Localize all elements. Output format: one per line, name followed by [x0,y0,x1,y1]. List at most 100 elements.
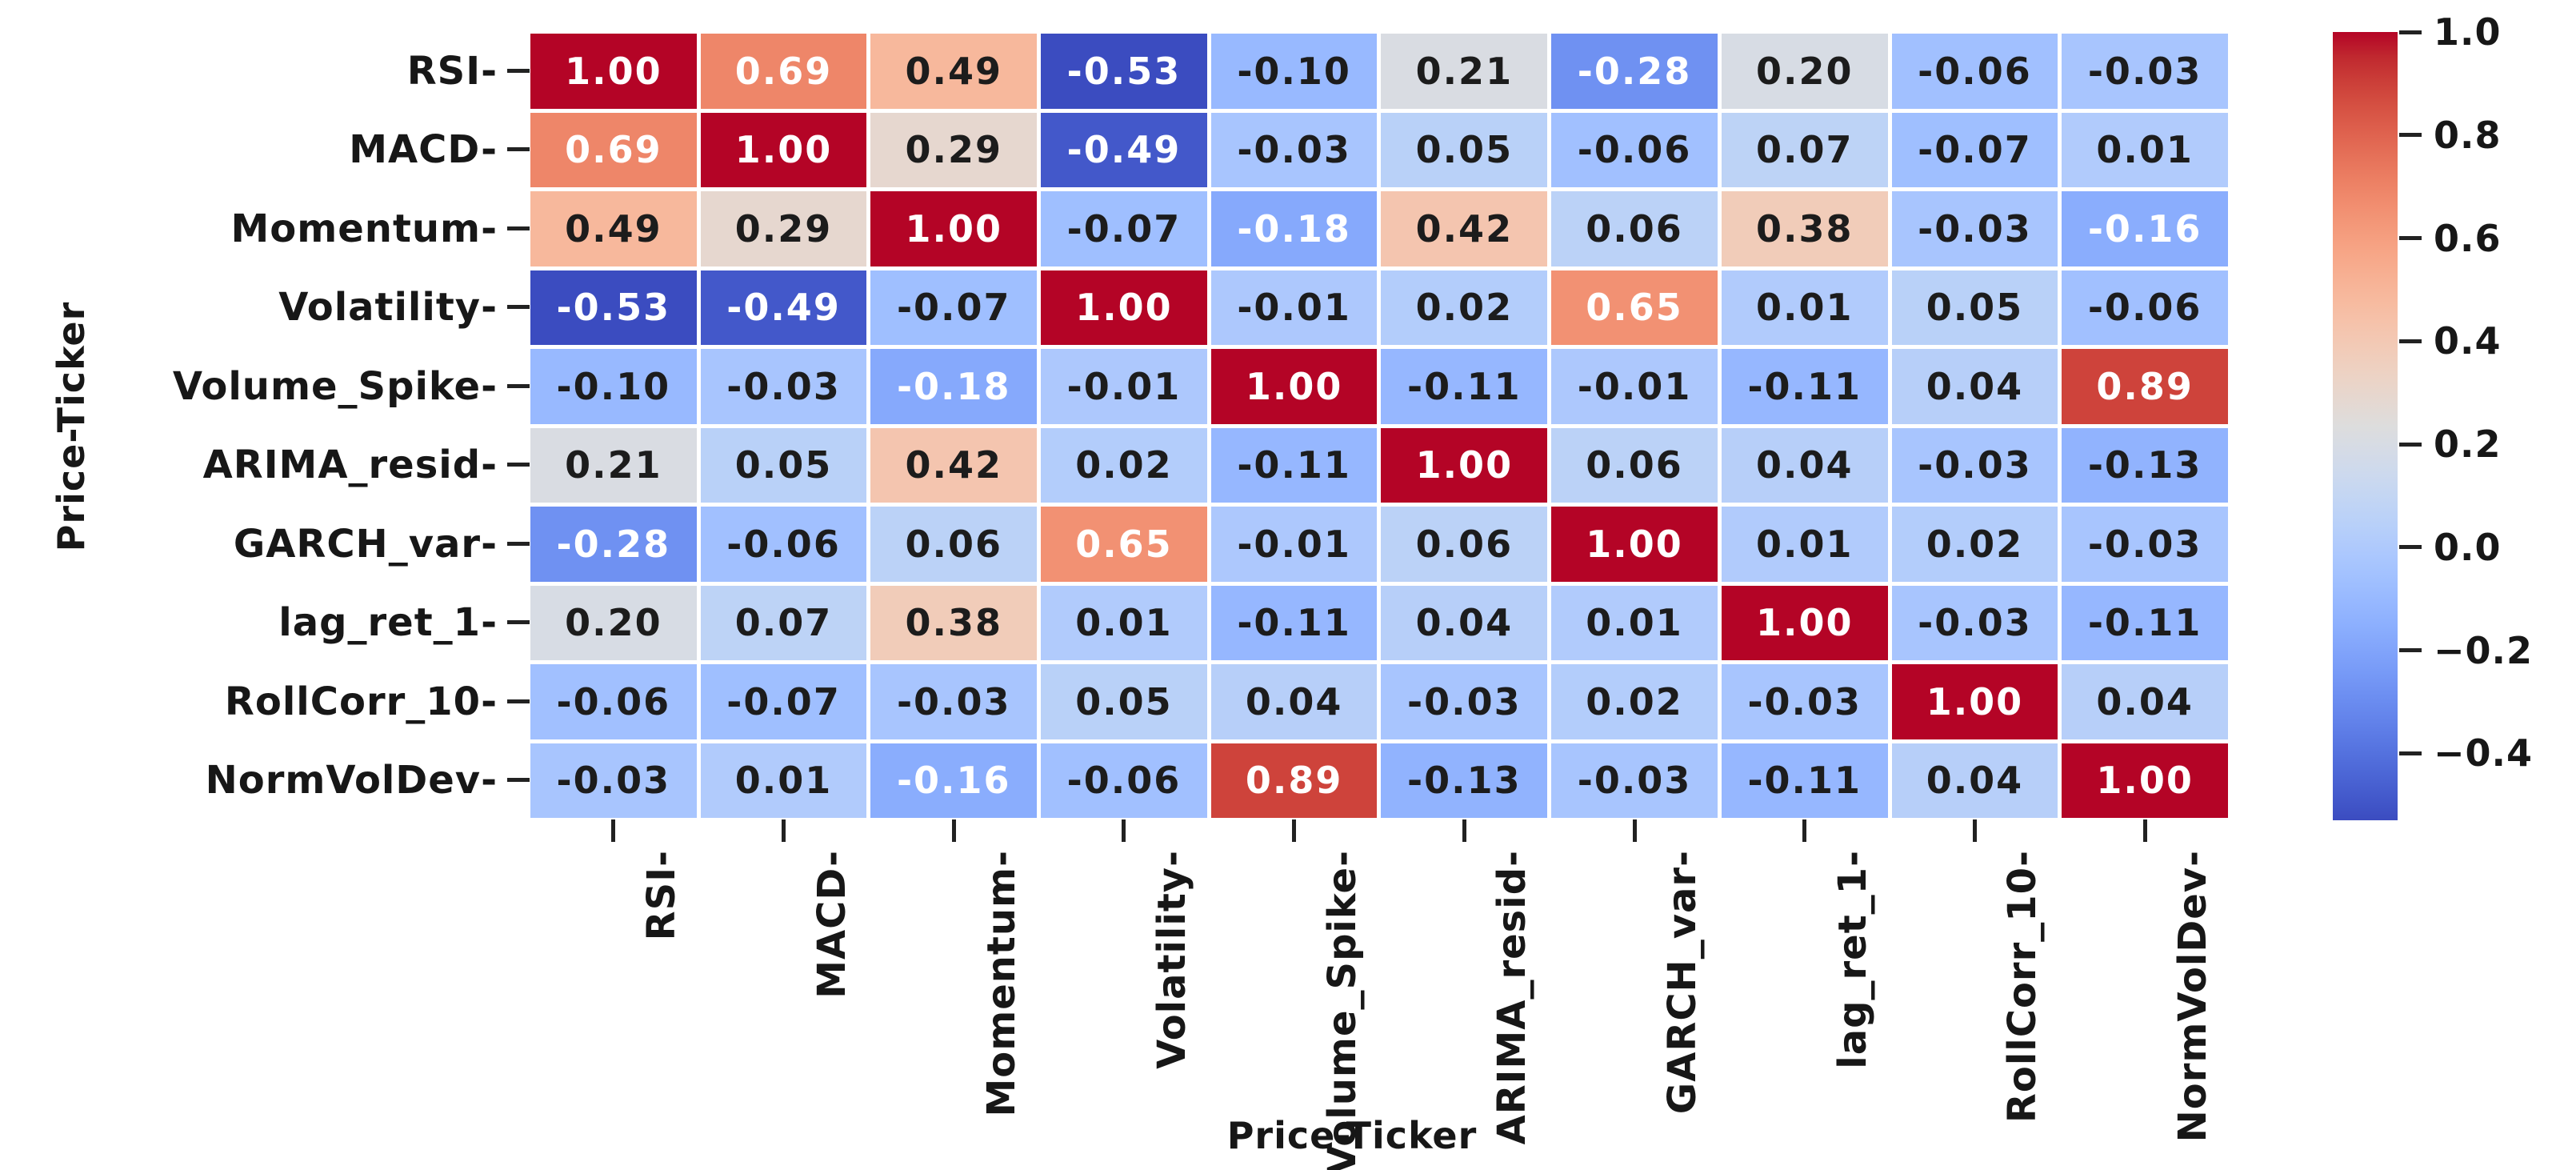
heatmap-cell: 1.00 [870,191,1038,266]
heatmap-cell: -0.03 [1891,427,2058,503]
heatmap-cell: -0.06 [530,664,697,739]
heatmap-cell: 1.00 [700,112,867,187]
heatmap-cell: 0.38 [870,585,1038,660]
heatmap-cell: -0.53 [1041,34,1207,109]
heatmap-cell: 0.21 [1381,34,1548,109]
x-tick-label: RollCorr_10- [2000,850,2046,1124]
y-tick-label: GARCH_var- [233,521,498,567]
x-tick-label: Volatility- [1149,850,1194,1069]
y-tick-mark [507,778,530,783]
heatmap-cell: 0.04 [1381,585,1548,660]
colorbar-tick-mark [2399,545,2422,550]
heatmap-cell: 0.49 [530,191,697,266]
colorbar-tick-mark [2399,133,2422,138]
heatmap-cell: -0.03 [1891,191,2058,266]
heatmap-cell: 0.04 [1721,427,1888,503]
heatmap-cell: 0.07 [700,585,867,660]
heatmap-cell: -0.11 [2062,585,2228,660]
heatmap-cell: 0.20 [1721,34,1888,109]
heatmap-cell: 0.01 [2062,112,2228,187]
colorbar-tick-label: 0.8 [2434,113,2502,157]
colorbar-tick-mark [2399,442,2422,447]
heatmap-cell: 0.01 [1721,270,1888,345]
heatmap-cell: -0.03 [530,743,697,818]
x-tick-label: NormVolDev- [2170,850,2216,1143]
heatmap-cell: 1.00 [1891,664,2058,739]
heatmap-cell: 1.00 [530,34,697,109]
heatmap-cell: -0.49 [1041,112,1207,187]
y-tick-label: ARIMA_resid- [202,443,498,488]
colorbar-tick-label: 1.0 [2434,10,2502,54]
y-tick-mark [507,699,530,703]
heatmap-cell: 0.02 [1891,507,2058,582]
heatmap-cell: 0.69 [530,112,697,187]
colorbar-tick-mark [2399,339,2422,343]
heatmap-cell: 1.00 [1041,270,1207,345]
y-tick-mark [507,305,530,310]
heatmap-cell: 0.07 [1721,112,1888,187]
y-tick-label: Volume_Spike- [172,363,498,409]
colorbar-tick-mark [2399,648,2422,653]
heatmap-cell: -0.06 [1551,112,1718,187]
heatmap-cell: -0.53 [530,270,697,345]
y-tick-mark [507,620,530,625]
heatmap-cell: 0.89 [1210,743,1378,818]
colorbar [2333,32,2398,820]
heatmap-cell: 0.29 [870,112,1038,187]
y-tick-label: Volatility- [278,285,498,331]
x-tick-mark [611,819,616,842]
heatmap-cell: 0.38 [1721,191,1888,266]
colorbar-tick-label: −0.4 [2434,731,2534,775]
heatmap-cell: 0.04 [1210,664,1378,739]
heatmap-cell: 1.00 [1721,585,1888,660]
heatmap-cell: -0.03 [1721,664,1888,739]
heatmap-cell: -0.11 [1381,349,1548,424]
heatmap-cell: 0.02 [1041,427,1207,503]
colorbar-tick-mark [2399,751,2422,755]
y-tick-mark [507,463,530,467]
heatmap-cell: 0.04 [2062,664,2228,739]
x-tick-mark [1802,819,1807,842]
heatmap-cell: 0.01 [1721,507,1888,582]
heatmap-cell: -0.01 [1551,349,1718,424]
colorbar-tick-mark [2399,236,2422,241]
x-tick-mark [1292,819,1297,842]
x-tick-mark [1122,819,1126,842]
colorbar-tick-label: 0.2 [2434,423,2502,467]
heatmap-cell: -0.49 [700,270,867,345]
heatmap-cell: 0.04 [1891,743,2058,818]
x-tick-label: GARCH_var- [1660,850,1706,1115]
heatmap-cell: 0.20 [530,585,697,660]
heatmap-cell: -0.06 [700,507,867,582]
heatmap-cell: -0.10 [1210,34,1378,109]
colorbar-tick-label: 0.0 [2434,525,2502,569]
y-tick-label: MACD- [349,127,498,173]
x-tick-label: Volume_Spike- [1319,850,1365,1170]
heatmap-cell: 1.00 [1551,507,1718,582]
heatmap-cell: -0.03 [1381,664,1548,739]
colorbar-tick-label: 0.4 [2434,319,2502,363]
y-tick-label: RSI- [406,48,498,94]
colorbar-tick-label: 0.6 [2434,216,2502,260]
heatmap-cell: -0.06 [1041,743,1207,818]
x-tick-label: lag_ret_1- [1830,850,1875,1069]
heatmap-cell: -0.18 [1210,191,1378,266]
heatmap-cell: 0.65 [1551,270,1718,345]
colorbar-tick-label: −0.2 [2434,628,2534,672]
y-tick-mark [507,147,530,152]
heatmap-cell: 0.69 [700,34,867,109]
heatmap-cell: -0.11 [1210,427,1378,503]
heatmap-cell: 0.21 [530,427,697,503]
heatmap-cell: 0.06 [1551,427,1718,503]
heatmap-cell: 0.29 [700,191,867,266]
heatmap-cell: -0.03 [1551,743,1718,818]
heatmap-cell: 1.00 [1381,427,1548,503]
y-tick-label: RollCorr_10- [224,679,498,724]
x-tick-label: Momentum- [979,850,1025,1117]
x-tick-mark [1462,819,1466,842]
x-tick-mark [951,819,956,842]
y-tick-mark [507,383,530,388]
heatmap-cell: 0.06 [870,507,1038,582]
x-tick-mark [1972,819,1977,842]
